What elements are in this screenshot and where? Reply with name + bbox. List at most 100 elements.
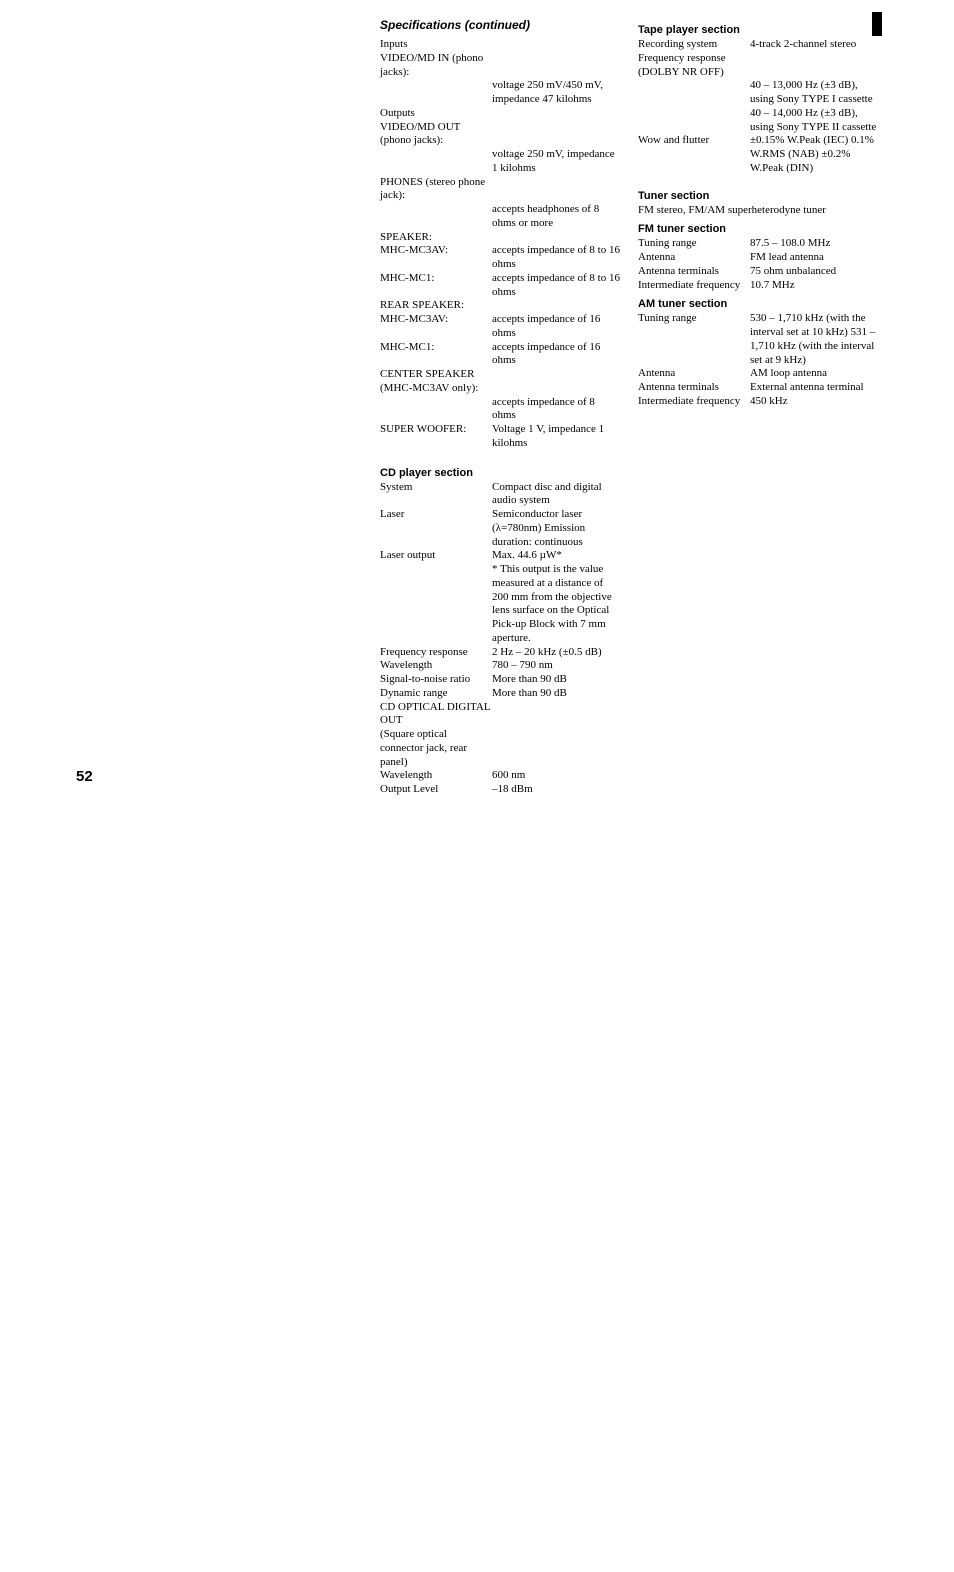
spec-label: VIDEO/MD OUT (phono jacks): [380,121,492,149]
spec-value: –18 dBm [492,783,620,797]
spec-row: Laser outputMax. 44.6 µW* [380,549,620,563]
spec-value: AM loop antenna [750,367,878,381]
spec-value: 40 – 14,000 Hz (±3 dB), using Sony TYPE … [638,107,878,135]
spec-label: (Square optical connector jack, rear pan… [380,728,492,769]
spec-row: REAR SPEAKER: [380,299,620,313]
spec-value: 75 ohm unbalanced [750,265,878,279]
spec-value: 10.7 MHz [750,279,878,293]
left-column: Specifications (continued) InputsVIDEO/M… [380,18,620,797]
spec-label: Tuning range [638,237,750,251]
spec-label: PHONES (stereo phone jack): [380,176,492,204]
spec-label: CD OPTICAL DIGITAL OUT [380,701,492,729]
spec-value: FM lead antenna [750,251,878,265]
spec-label: Output Level [380,783,492,797]
spec-label: MHC-MC3AV: [380,244,492,258]
spec-label: Antenna terminals [638,265,750,279]
specifications-title: Specifications (continued) [380,18,620,32]
spec-row: Antenna terminals75 ohm unbalanced [638,265,878,279]
spec-block-list: InputsVIDEO/MD IN (phono jacks):voltage … [380,38,620,451]
spec-value: accepts impedance of 8 to 16 ohms [492,244,620,272]
tuner-lead-text: FM stereo, FM/AM superheterodyne tuner [638,204,826,218]
spec-row: MHC-MC1:accepts impedance of 16 ohms [380,341,620,369]
spec-row: MHC-MC3AV:accepts impedance of 8 to 16 o… [380,244,620,272]
spec-label: SUPER WOOFER: [380,423,492,437]
spec-label: Wavelength [380,659,492,673]
spec-value: Voltage 1 V, impedance 1 kilohms [492,423,620,451]
spec-value: 40 – 13,000 Hz (±3 dB), using Sony TYPE … [638,79,878,107]
spec-row: Antenna terminalsExternal antenna termin… [638,381,878,395]
cd-block-list: SystemCompact disc and digital audio sys… [380,481,620,797]
spec-label: Antenna terminals [638,381,750,395]
spec-label: Inputs [380,38,492,52]
spec-row: Recording system4-track 2-channel stereo [638,38,878,52]
spec-row: Frequency response2 Hz – 20 kHz (±0.5 dB… [380,646,620,660]
am-section-title: AM tuner section [638,298,878,310]
page-number: 52 [76,768,93,785]
spec-row: Inputs [380,38,620,52]
spec-label: Wow and flutter [638,134,750,148]
spec-row: MHC-MC3AV:accepts impedance of 16 ohms [380,313,620,341]
spec-row: VIDEO/MD OUT (phono jacks): [380,121,620,149]
spec-label: Intermediate frequency [638,395,750,409]
spec-value: More than 90 dB [492,687,620,701]
spec-row: Wow and flutter±0.15% W.Peak (IEC) 0.1% … [638,134,878,175]
spec-row: Frequency response (DOLBY NR OFF) [638,52,878,80]
spec-row: Intermediate frequency450 kHz [638,395,878,409]
spec-label: CENTER SPEAKER (MHC-MC3AV only): [380,368,492,396]
spec-value: 4-track 2-channel stereo [750,38,878,52]
spec-value: accepts impedance of 16 ohms [492,313,620,341]
spec-row: Tuning range530 – 1,710 kHz (with the in… [638,312,878,367]
spec-value: accepts headphones of 8 ohms or more [380,203,620,231]
spec-row: (Square optical connector jack, rear pan… [380,728,620,769]
tuner-section-title: Tuner section [638,190,878,202]
spec-label: REAR SPEAKER: [380,299,492,313]
spec-page: Specifications (continued) InputsVIDEO/M… [380,18,880,797]
spec-label: Signal-to-noise ratio [380,673,492,687]
spec-row: MHC-MC1:accepts impedance of 8 to 16 ohm… [380,272,620,300]
spec-label: Wavelength [380,769,492,783]
spec-row: Outputs [380,107,620,121]
spec-value: Max. 44.6 µW* [492,549,620,563]
spec-label: Dynamic range [380,687,492,701]
tuner-lead: FM stereo, FM/AM superheterodyne tuner [638,204,878,218]
spec-row: Wavelength780 – 790 nm [380,659,620,673]
am-block-list: Tuning range530 – 1,710 kHz (with the in… [638,312,878,408]
spec-label: Antenna [638,251,750,265]
spec-row: Signal-to-noise ratioMore than 90 dB [380,673,620,687]
spec-value: accepts impedance of 16 ohms [492,341,620,369]
spec-row: LaserSemiconductor laser (λ=780nm) Emiss… [380,508,620,549]
spec-value: 87.5 – 108.0 MHz [750,237,878,251]
spec-row: Wavelength600 nm [380,769,620,783]
spec-row: CENTER SPEAKER (MHC-MC3AV only): [380,368,620,396]
spec-value: More than 90 dB [492,673,620,687]
spec-label: Antenna [638,367,750,381]
spec-label: Laser [380,508,492,522]
spec-label: Frequency response [380,646,492,660]
spec-row: CD OPTICAL DIGITAL OUT [380,701,620,729]
spec-value: voltage 250 mV, impedance 1 kilohms [380,148,620,176]
fm-section-title: FM tuner section [638,223,878,235]
spec-value: 780 – 790 nm [492,659,620,673]
spec-label: MHC-MC3AV: [380,313,492,327]
spec-label: System [380,481,492,495]
spec-value: 2 Hz – 20 kHz (±0.5 dB) [492,646,620,660]
cd-section-title: CD player section [380,467,620,479]
spec-label: Laser output [380,549,492,563]
spec-label: SPEAKER: [380,231,492,245]
tape-section-title: Tape player section [638,24,878,36]
spec-value: Semiconductor laser (λ=780nm) Emission d… [492,508,620,549]
spec-value: * This output is the value measured at a… [380,563,620,646]
spec-row: Intermediate frequency10.7 MHz [638,279,878,293]
spec-value: External antenna terminal [750,381,878,395]
spec-label: Tuning range [638,312,750,326]
spec-label: Intermediate frequency [638,279,750,293]
spec-row: Tuning range87.5 – 108.0 MHz [638,237,878,251]
spec-label: MHC-MC1: [380,272,492,286]
spec-label: VIDEO/MD IN (phono jacks): [380,52,492,80]
spec-value: ±0.15% W.Peak (IEC) 0.1% W.RMS (NAB) ±0.… [750,134,878,175]
spec-row: AntennaFM lead antenna [638,251,878,265]
spec-value: voltage 250 mV/450 mV, impedance 47 kilo… [380,79,620,107]
spec-row: AntennaAM loop antenna [638,367,878,381]
spec-row: PHONES (stereo phone jack): [380,176,620,204]
spec-label: Outputs [380,107,492,121]
